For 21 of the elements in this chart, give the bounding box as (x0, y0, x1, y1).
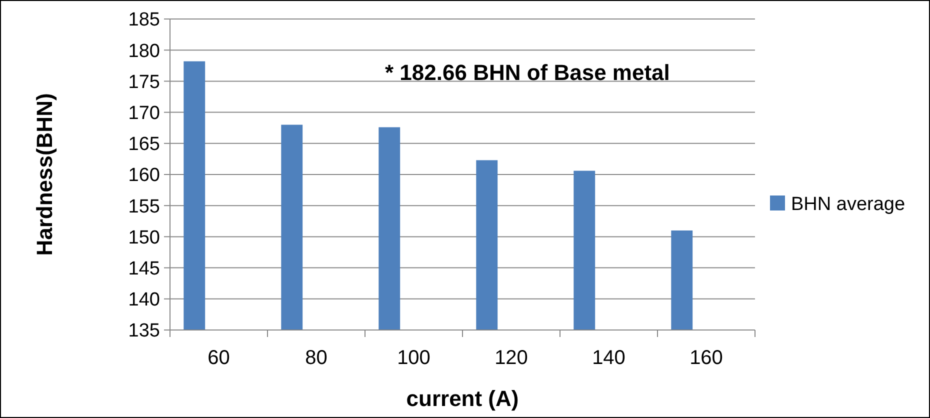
x-tick-label: 60 (208, 347, 230, 369)
y-tick-label: 155 (128, 196, 160, 218)
y-tick-label: 135 (128, 320, 160, 342)
y-axis-title: Hardness(BHN) (32, 93, 57, 256)
legend-label: BHN average (791, 194, 906, 216)
y-tick-label: 170 (128, 102, 160, 124)
y-tick-label: 180 (128, 40, 160, 62)
y-tick-label: 145 (128, 258, 160, 280)
x-tick-label: 160 (690, 347, 723, 369)
y-tick-label: 150 (128, 227, 160, 248)
annotation: * 182.66 BHN of Base metal (385, 60, 670, 85)
x-tick-label: 120 (494, 347, 528, 369)
y-tick-label: 160 (128, 165, 160, 186)
y-tick-label: 140 (128, 290, 160, 311)
y-tick-label: 175 (128, 72, 160, 93)
y-tick-label: 185 (128, 10, 160, 31)
x-tick-label: 80 (305, 347, 328, 369)
x-tick-label: 140 (592, 347, 626, 369)
y-tick-label: 165 (128, 134, 160, 156)
x-tick-label: 100 (397, 347, 430, 369)
x-axis-title: current (A) (406, 386, 519, 411)
